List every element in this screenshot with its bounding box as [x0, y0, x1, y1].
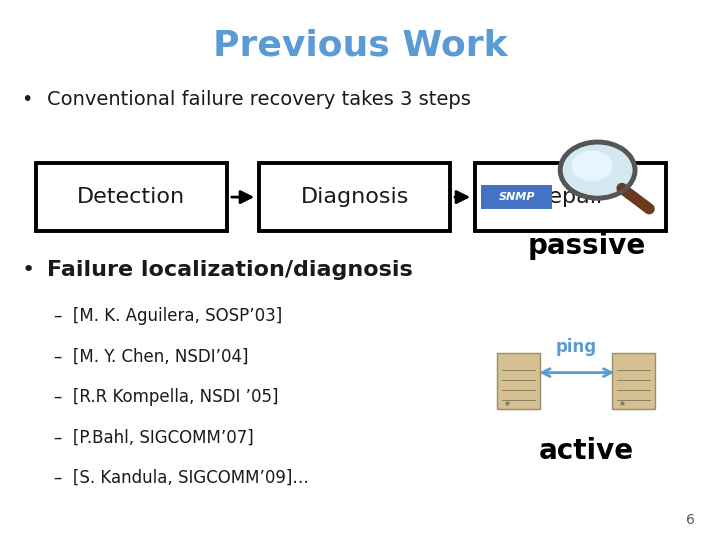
- FancyBboxPatch shape: [498, 353, 540, 409]
- Text: –  [P.Bahl, SIGCOMM’07]: – [P.Bahl, SIGCOMM’07]: [54, 428, 253, 447]
- Text: ping: ping: [555, 338, 597, 356]
- Text: –  [S. Kandula, SIGCOMM’09]…: – [S. Kandula, SIGCOMM’09]…: [54, 469, 309, 487]
- Text: passive: passive: [528, 232, 646, 260]
- Text: Repair: Repair: [535, 187, 606, 207]
- Text: •: •: [22, 260, 35, 280]
- Text: active: active: [539, 437, 634, 465]
- Text: Diagnosis: Diagnosis: [300, 187, 409, 207]
- Text: Conventional failure recovery takes 3 steps: Conventional failure recovery takes 3 st…: [47, 90, 471, 110]
- Text: Detection: Detection: [77, 187, 186, 207]
- Circle shape: [572, 151, 613, 181]
- FancyBboxPatch shape: [475, 163, 666, 231]
- Circle shape: [560, 142, 635, 198]
- FancyBboxPatch shape: [481, 185, 552, 209]
- Text: –  [R.R Kompella, NSDI ’05]: – [R.R Kompella, NSDI ’05]: [54, 388, 279, 406]
- FancyBboxPatch shape: [612, 353, 655, 409]
- Text: –  [M. Y. Chen, NSDI’04]: – [M. Y. Chen, NSDI’04]: [54, 347, 248, 366]
- Text: Failure localization/diagnosis: Failure localization/diagnosis: [47, 260, 413, 280]
- Text: •: •: [22, 90, 33, 110]
- FancyBboxPatch shape: [259, 163, 450, 231]
- Text: Previous Work: Previous Work: [212, 29, 508, 63]
- Text: –  [M. K. Aguilera, SOSP’03]: – [M. K. Aguilera, SOSP’03]: [54, 307, 282, 325]
- FancyBboxPatch shape: [36, 163, 227, 231]
- Text: 6: 6: [686, 512, 695, 526]
- Text: SNMP: SNMP: [498, 192, 535, 202]
